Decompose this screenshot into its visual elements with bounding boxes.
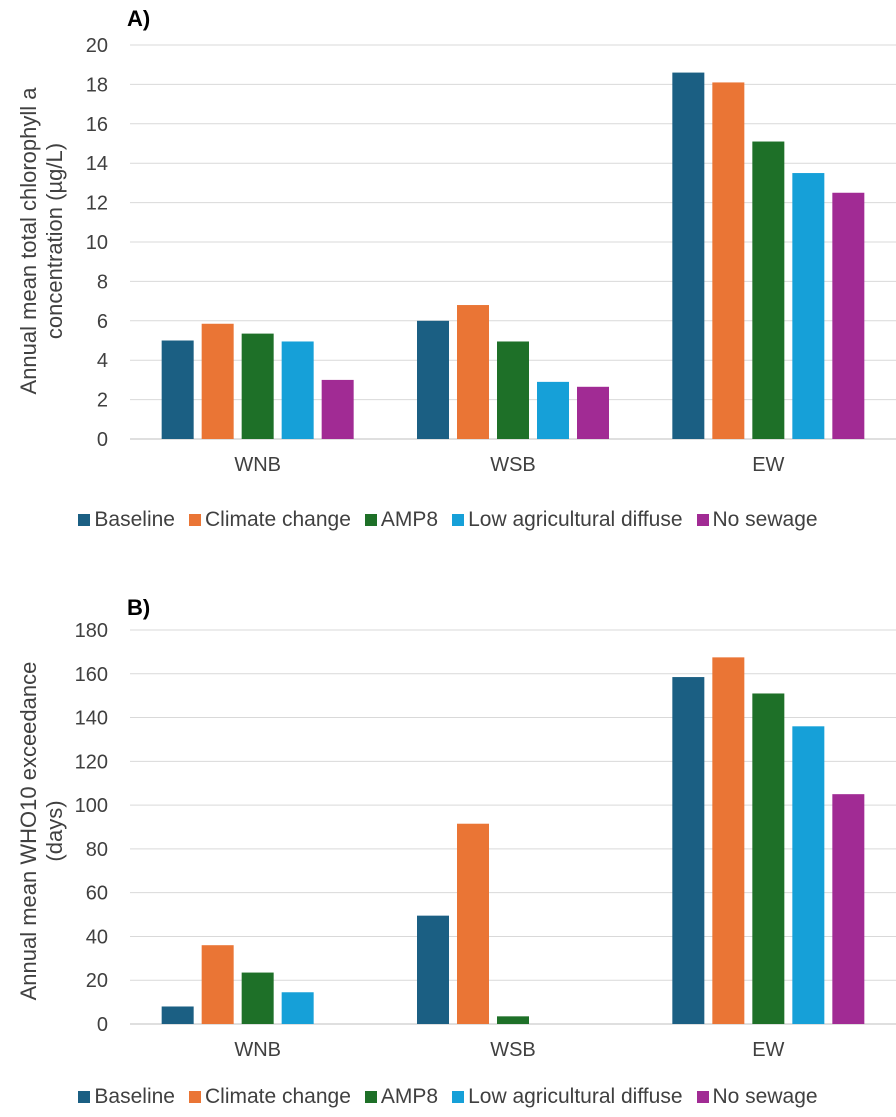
legend-swatch xyxy=(78,1091,91,1103)
chart-a-bar-wnb-low-agricultural-diffuse xyxy=(281,341,314,439)
legend-swatch xyxy=(78,514,91,526)
chart-a-plot: 0 2 4 6 8 10 12 14 16 18 20 WNB WSB EW xyxy=(86,35,896,476)
legend-item: AMP8 xyxy=(364,508,439,532)
chart-b-y-tick-label: 100 xyxy=(75,795,108,817)
legend-item: Low agricultural diffuse xyxy=(452,508,683,532)
chart-a-bar-wsb-no-sewage xyxy=(577,386,609,439)
legend-swatch xyxy=(364,514,377,526)
chart-b-y-tick-label: 20 xyxy=(86,970,108,992)
chart-a-bar-wsb-low-agricultural-diffuse xyxy=(537,381,569,439)
legend-item: Baseline xyxy=(78,1085,175,1109)
chart-b-bar-wnb-baseline xyxy=(161,1006,194,1024)
legend-swatch xyxy=(364,1091,377,1103)
chart-a-bar-wsb-baseline xyxy=(417,320,449,439)
chart-b-bar-ew-amp8 xyxy=(752,693,785,1024)
chart-a-y-tick-label: 14 xyxy=(86,153,108,175)
chart-b-bar-wsb-baseline xyxy=(417,915,449,1024)
chart-b-bar-wnb-amp8 xyxy=(241,972,274,1024)
chart-a-bar-ew-baseline xyxy=(672,72,705,439)
legend-swatch xyxy=(696,1091,709,1103)
chart-b: 0 20 40 60 80 100 120 140 160 180 WNB WSB EW B) Annu… xyxy=(0,575,896,1117)
legend-label: Baseline xyxy=(94,1085,175,1108)
chart-a-y-tick-label: 20 xyxy=(86,35,108,57)
legend-item: AMP8 xyxy=(364,1085,439,1109)
chart-b-x-tick-label: WNB xyxy=(234,1039,281,1061)
chart-b-y-tick-label: 120 xyxy=(75,751,108,773)
legend-label: Climate change xyxy=(204,508,351,531)
chart-a-x-tick-label: WSB xyxy=(490,454,536,476)
chart-b-y-axis-label-line2: (days) xyxy=(42,800,67,862)
chart-a-bar-wnb-climate-change xyxy=(201,323,234,439)
chart-b-y-tick-label: 60 xyxy=(86,883,108,905)
chart-a-y-tick-label: 10 xyxy=(86,232,108,254)
chart-b-bar-ew-no-sewage xyxy=(832,794,865,1024)
chart-a-x-tick-label: EW xyxy=(752,454,784,476)
chart-a-y-tick-label: 18 xyxy=(86,74,108,96)
legend-label: No sewage xyxy=(712,1085,818,1108)
chart-b-legend: Baseline Climate change AMP8 Low agricultur… xyxy=(0,1085,896,1109)
legend-label: Baseline xyxy=(94,508,175,531)
chart-b-y-axis-label-line1: Annual mean WHO10 exceedance xyxy=(16,661,41,1001)
chart-a-legend: Baseline Climate change AMP8 Low agricultur… xyxy=(0,508,896,532)
chart-b-plot: 0 20 40 60 80 100 120 140 160 180 WNB WSB EW xyxy=(75,620,896,1061)
chart-a-y-tick-label: 8 xyxy=(97,271,108,293)
legend-swatch xyxy=(188,514,201,526)
legend-swatch xyxy=(696,514,709,526)
chart-a-bar-ew-no-sewage xyxy=(832,192,865,439)
legend-label: AMP8 xyxy=(380,1085,439,1108)
chart-b-y-axis-label: Annual mean WHO10 exceedance (days) xyxy=(16,631,68,1031)
chart-a-y-tick-label: 12 xyxy=(86,193,108,215)
legend-label: Low agricultural diffuse xyxy=(468,508,683,531)
legend-item: Climate change xyxy=(188,1085,351,1109)
chart-b-bar-wnb-low-agricultural-diffuse xyxy=(281,992,314,1024)
chart-b-bar-wsb-amp8 xyxy=(497,1016,529,1024)
chart-b-bar-wsb-climate-change xyxy=(457,823,489,1024)
chart-a-y-tick-label: 4 xyxy=(97,350,108,372)
legend-swatch xyxy=(452,1091,465,1103)
chart-b-y-tick-label: 80 xyxy=(86,839,108,861)
chart-b-y-tick-label: 140 xyxy=(75,708,108,730)
chart-b-panel-label: B) xyxy=(127,595,151,620)
legend-label: Low agricultural diffuse xyxy=(468,1085,683,1108)
legend-item: No sewage xyxy=(696,1085,818,1109)
chart-b-y-tick-label: 160 xyxy=(75,664,108,686)
legend-item: Low agricultural diffuse xyxy=(452,1085,683,1109)
chart-a: 0 2 4 6 8 10 12 14 16 18 20 WNB WSB EW A) Annual mean… xyxy=(0,0,896,545)
chart-a-y-axis-label-line1: Annual mean total chlorophyll a xyxy=(16,87,41,395)
chart-a-bar-ew-climate-change xyxy=(712,82,745,440)
chart-a-bar-ew-amp8 xyxy=(752,141,785,439)
chart-a-y-tick-label: 2 xyxy=(97,390,108,412)
chart-b-x-tick-label: EW xyxy=(752,1039,784,1061)
chart-b-x-tick-label: WSB xyxy=(490,1039,536,1061)
chart-b-bar-ew-climate-change xyxy=(712,657,745,1024)
chart-a-y-tick-label: 6 xyxy=(97,311,108,333)
chart-a-y-axis-label: Annual mean total chlorophyll a concentr… xyxy=(16,41,68,441)
chart-a-bar-ew-low-agricultural-diffuse xyxy=(792,173,825,440)
chart-b-y-tick-label: 180 xyxy=(75,620,108,642)
legend-item: Climate change xyxy=(188,508,351,532)
chart-b-y-tick-label: 0 xyxy=(97,1014,108,1036)
legend-swatch xyxy=(452,514,465,526)
chart-a-panel-label: A) xyxy=(127,6,151,31)
legend-item: Baseline xyxy=(78,508,175,532)
legend-label: Climate change xyxy=(204,1085,351,1108)
chart-b-bar-wnb-climate-change xyxy=(201,945,234,1024)
chart-a-y-tick-label: 0 xyxy=(97,429,108,451)
chart-a-x-tick-label: WNB xyxy=(234,454,281,476)
chart-b-bar-ew-baseline xyxy=(672,677,705,1024)
chart-b-y-tick-label: 40 xyxy=(86,926,108,948)
chart-a-bar-wnb-no-sewage xyxy=(321,379,354,439)
chart-a-bar-wsb-climate-change xyxy=(457,305,489,439)
chart-a-bar-wnb-baseline xyxy=(161,340,194,439)
chart-a-y-tick-label: 16 xyxy=(86,114,108,136)
legend-label: No sewage xyxy=(712,508,818,531)
chart-a-bar-wnb-amp8 xyxy=(241,333,274,439)
legend-label: AMP8 xyxy=(380,508,439,531)
legend-item: No sewage xyxy=(696,508,818,532)
chart-a-bar-wsb-amp8 xyxy=(497,341,529,439)
chart-a-y-axis-label-line2: concentration (µg/L) xyxy=(42,142,67,340)
chart-b-bar-ew-low-agricultural-diffuse xyxy=(792,726,825,1024)
legend-swatch xyxy=(188,1091,201,1103)
